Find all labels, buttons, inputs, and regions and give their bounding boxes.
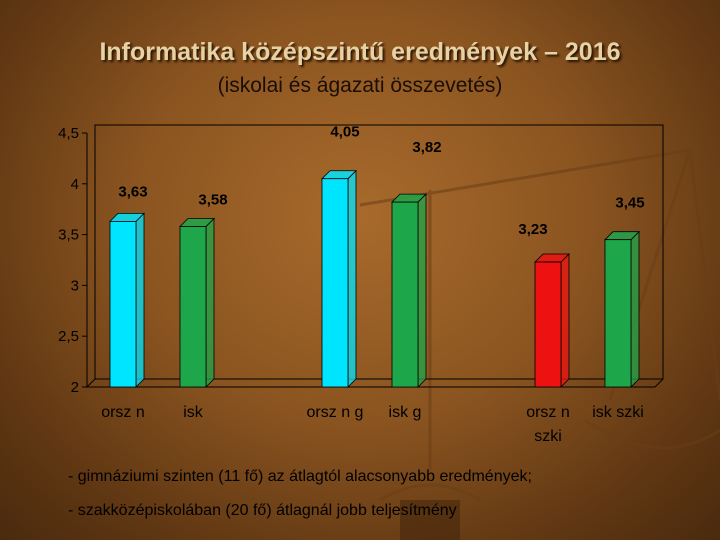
slide-title: Informatika középszintű eredmények – 201… (99, 38, 621, 66)
bar-side (347, 169, 357, 388)
slide-subtitle: (iskolai és ágazati összevetés) (217, 74, 503, 97)
bar (179, 226, 207, 388)
category-label: orsz n (526, 404, 570, 421)
y-tick-label: 3,5 (58, 227, 79, 244)
note-vocational: - szakközépiskolában (20 fő) átlagnál jo… (68, 502, 457, 519)
bar (391, 201, 419, 388)
y-tick-label: 4 (71, 176, 79, 193)
floor-edge-right (654, 378, 664, 388)
y-tick-label: 2,5 (58, 328, 79, 345)
category-label: szki (534, 428, 562, 445)
bar (534, 261, 562, 388)
bar-side (630, 230, 640, 388)
bar (604, 239, 632, 388)
y-tick-label: 2 (71, 379, 79, 396)
data-label: 3,58 (198, 191, 227, 208)
data-label: 3,23 (518, 221, 547, 238)
data-label: 3,45 (615, 195, 644, 212)
data-label: 3,63 (118, 183, 147, 200)
bar-side (417, 193, 427, 388)
category-label: isk szki (592, 404, 644, 421)
y-tick-label: 4,5 (58, 125, 79, 142)
data-label: 4,05 (330, 124, 359, 141)
plot-frame (94, 124, 664, 380)
category-label: isk (183, 404, 204, 421)
category-label: orsz n g (307, 404, 364, 421)
bar (321, 178, 349, 388)
bar-side (135, 212, 145, 388)
category-label: isk g (389, 404, 422, 421)
floor-edge-left (86, 378, 96, 388)
note-gymnasium: - gimnáziumi szinten (11 fő) az átlagtól… (68, 468, 532, 485)
bar (109, 220, 137, 388)
category-label: orsz n (101, 404, 145, 421)
y-tick-label: 3 (71, 277, 79, 294)
bar-side (205, 217, 215, 388)
data-label: 3,82 (412, 139, 441, 156)
bar-side (560, 253, 570, 388)
